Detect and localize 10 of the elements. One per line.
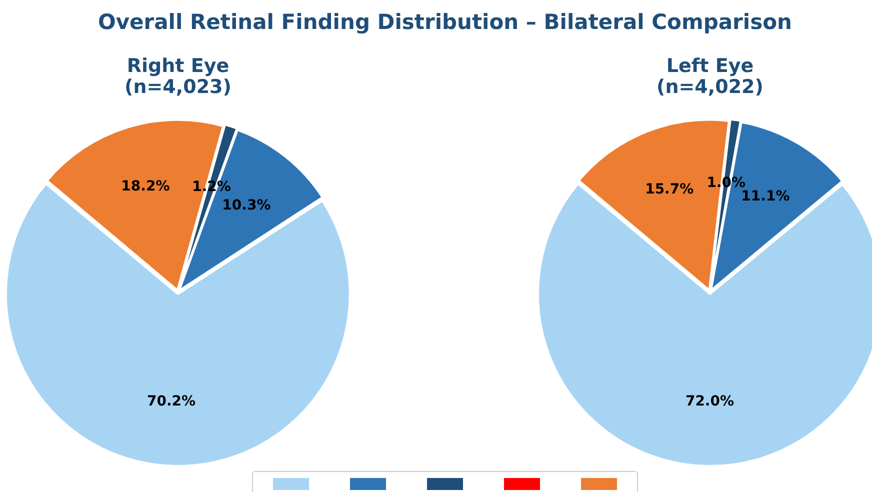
data-label: 11.1% xyxy=(741,188,790,205)
data-label: 18.2% xyxy=(121,178,170,195)
data-label: 10.3% xyxy=(222,198,271,214)
data-label: 70.2% xyxy=(146,393,196,410)
chart-subtitle: Left Eye (n=4,022) xyxy=(656,55,764,98)
data-label: 1.0% xyxy=(706,174,746,191)
data-label: 72.0% xyxy=(685,394,734,410)
text: Overall Retinal Finding Distribution – Bilateral Comparison xyxy=(96,10,793,34)
chart-subtitle: Right Eye (n=4,023) xyxy=(124,55,232,98)
data-label: 15.7% xyxy=(645,181,694,198)
